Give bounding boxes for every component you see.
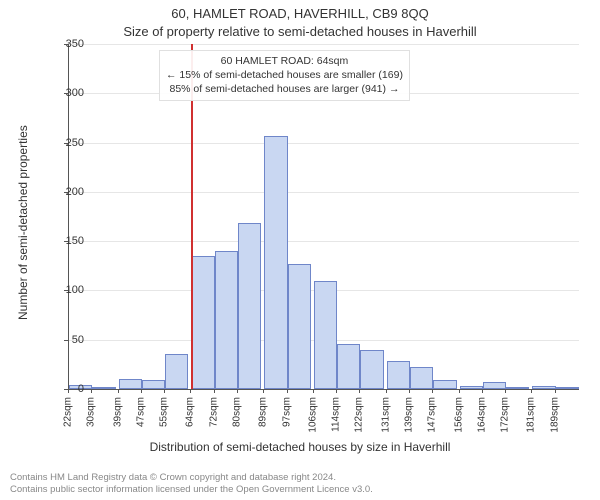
histogram-bar — [460, 386, 483, 389]
footer-line1: Contains HM Land Registry data © Crown c… — [10, 472, 590, 484]
y-tick-mark — [64, 44, 68, 45]
x-tick-label: 114sqm — [331, 397, 342, 432]
x-tick-label: 164sqm — [476, 397, 487, 433]
gridline — [69, 241, 579, 242]
x-tick-mark — [214, 389, 215, 393]
histogram-bar — [264, 136, 287, 389]
histogram-bar — [337, 344, 360, 389]
y-tick-mark — [64, 143, 68, 144]
x-tick-mark — [190, 389, 191, 393]
x-tick-label: 47sqm — [135, 397, 146, 427]
y-tick-mark — [64, 93, 68, 94]
x-tick-mark — [336, 389, 337, 393]
x-tick-label: 39sqm — [112, 397, 123, 427]
annotation-line1: 60 HAMLET ROAD: 64sqm — [166, 54, 403, 68]
y-tick-mark — [64, 290, 68, 291]
histogram-bar — [360, 350, 383, 389]
x-tick-label: 122sqm — [354, 397, 365, 433]
histogram-bar — [433, 380, 456, 389]
gridline — [69, 192, 579, 193]
y-tick-mark — [64, 192, 68, 193]
x-tick-mark — [313, 389, 314, 393]
x-tick-mark — [287, 389, 288, 393]
y-tick-mark — [64, 340, 68, 341]
x-tick-mark — [141, 389, 142, 393]
gridline — [69, 44, 579, 45]
x-tick-label: 147sqm — [427, 397, 438, 433]
annotation-line3: 85% of semi-detached houses are larger (… — [166, 82, 403, 96]
y-tick-mark — [64, 241, 68, 242]
histogram-bar — [119, 379, 142, 389]
footer-attribution: Contains HM Land Registry data © Crown c… — [10, 472, 590, 496]
x-tick-label: 64sqm — [185, 397, 196, 427]
histogram-bar — [215, 251, 238, 389]
histogram-bar — [92, 387, 115, 389]
x-tick-label: 30sqm — [86, 397, 97, 427]
gridline — [69, 143, 579, 144]
histogram-bar — [506, 387, 529, 389]
histogram-bar — [314, 281, 337, 389]
histogram-bar — [556, 387, 579, 389]
x-tick-mark — [118, 389, 119, 393]
x-tick-mark — [237, 389, 238, 393]
chart-title-sub: Size of property relative to semi-detach… — [0, 24, 600, 39]
chart-title-main: 60, HAMLET ROAD, HAVERHILL, CB9 8QQ — [0, 6, 600, 21]
histogram-bar — [238, 223, 261, 389]
x-tick-mark — [386, 389, 387, 393]
x-tick-mark — [91, 389, 92, 393]
x-tick-mark — [432, 389, 433, 393]
x-tick-label: 106sqm — [307, 397, 318, 433]
x-tick-mark — [482, 389, 483, 393]
x-tick-label: 156sqm — [453, 397, 464, 433]
x-tick-label: 139sqm — [403, 397, 414, 433]
histogram-bar — [142, 380, 165, 389]
x-tick-label: 181sqm — [526, 397, 537, 433]
x-tick-mark — [555, 389, 556, 393]
histogram-bar — [165, 354, 188, 389]
x-tick-mark — [359, 389, 360, 393]
x-tick-mark — [531, 389, 532, 393]
annotation-line2: ← 15% of semi-detached houses are smalle… — [166, 68, 403, 82]
x-tick-label: 172sqm — [500, 397, 511, 433]
chart-plot-area: 60 HAMLET ROAD: 64sqm ← 15% of semi-deta… — [68, 44, 579, 390]
x-tick-label: 72sqm — [208, 397, 219, 427]
footer-line2: Contains public sector information licen… — [10, 484, 590, 496]
x-tick-mark — [505, 389, 506, 393]
histogram-bar — [410, 367, 433, 389]
x-tick-mark — [459, 389, 460, 393]
histogram-bar — [387, 361, 410, 389]
x-tick-mark — [409, 389, 410, 393]
x-tick-label: 131sqm — [380, 397, 391, 433]
histogram-bar — [288, 264, 311, 389]
x-tick-label: 80sqm — [232, 397, 243, 427]
x-tick-label: 97sqm — [281, 397, 292, 427]
x-tick-mark — [263, 389, 264, 393]
y-axis-label: Number of semi-detached properties — [16, 125, 30, 320]
histogram-bar — [532, 386, 555, 389]
histogram-bar — [191, 256, 214, 389]
x-axis-label: Distribution of semi-detached houses by … — [0, 440, 600, 454]
annotation-box: 60 HAMLET ROAD: 64sqm ← 15% of semi-deta… — [159, 50, 410, 101]
x-tick-mark — [68, 389, 69, 393]
x-tick-label: 22sqm — [63, 397, 74, 427]
x-tick-label: 89sqm — [258, 397, 269, 427]
histogram-bar — [483, 382, 506, 389]
x-tick-mark — [164, 389, 165, 393]
x-tick-label: 55sqm — [159, 397, 170, 427]
x-tick-label: 189sqm — [549, 397, 560, 433]
